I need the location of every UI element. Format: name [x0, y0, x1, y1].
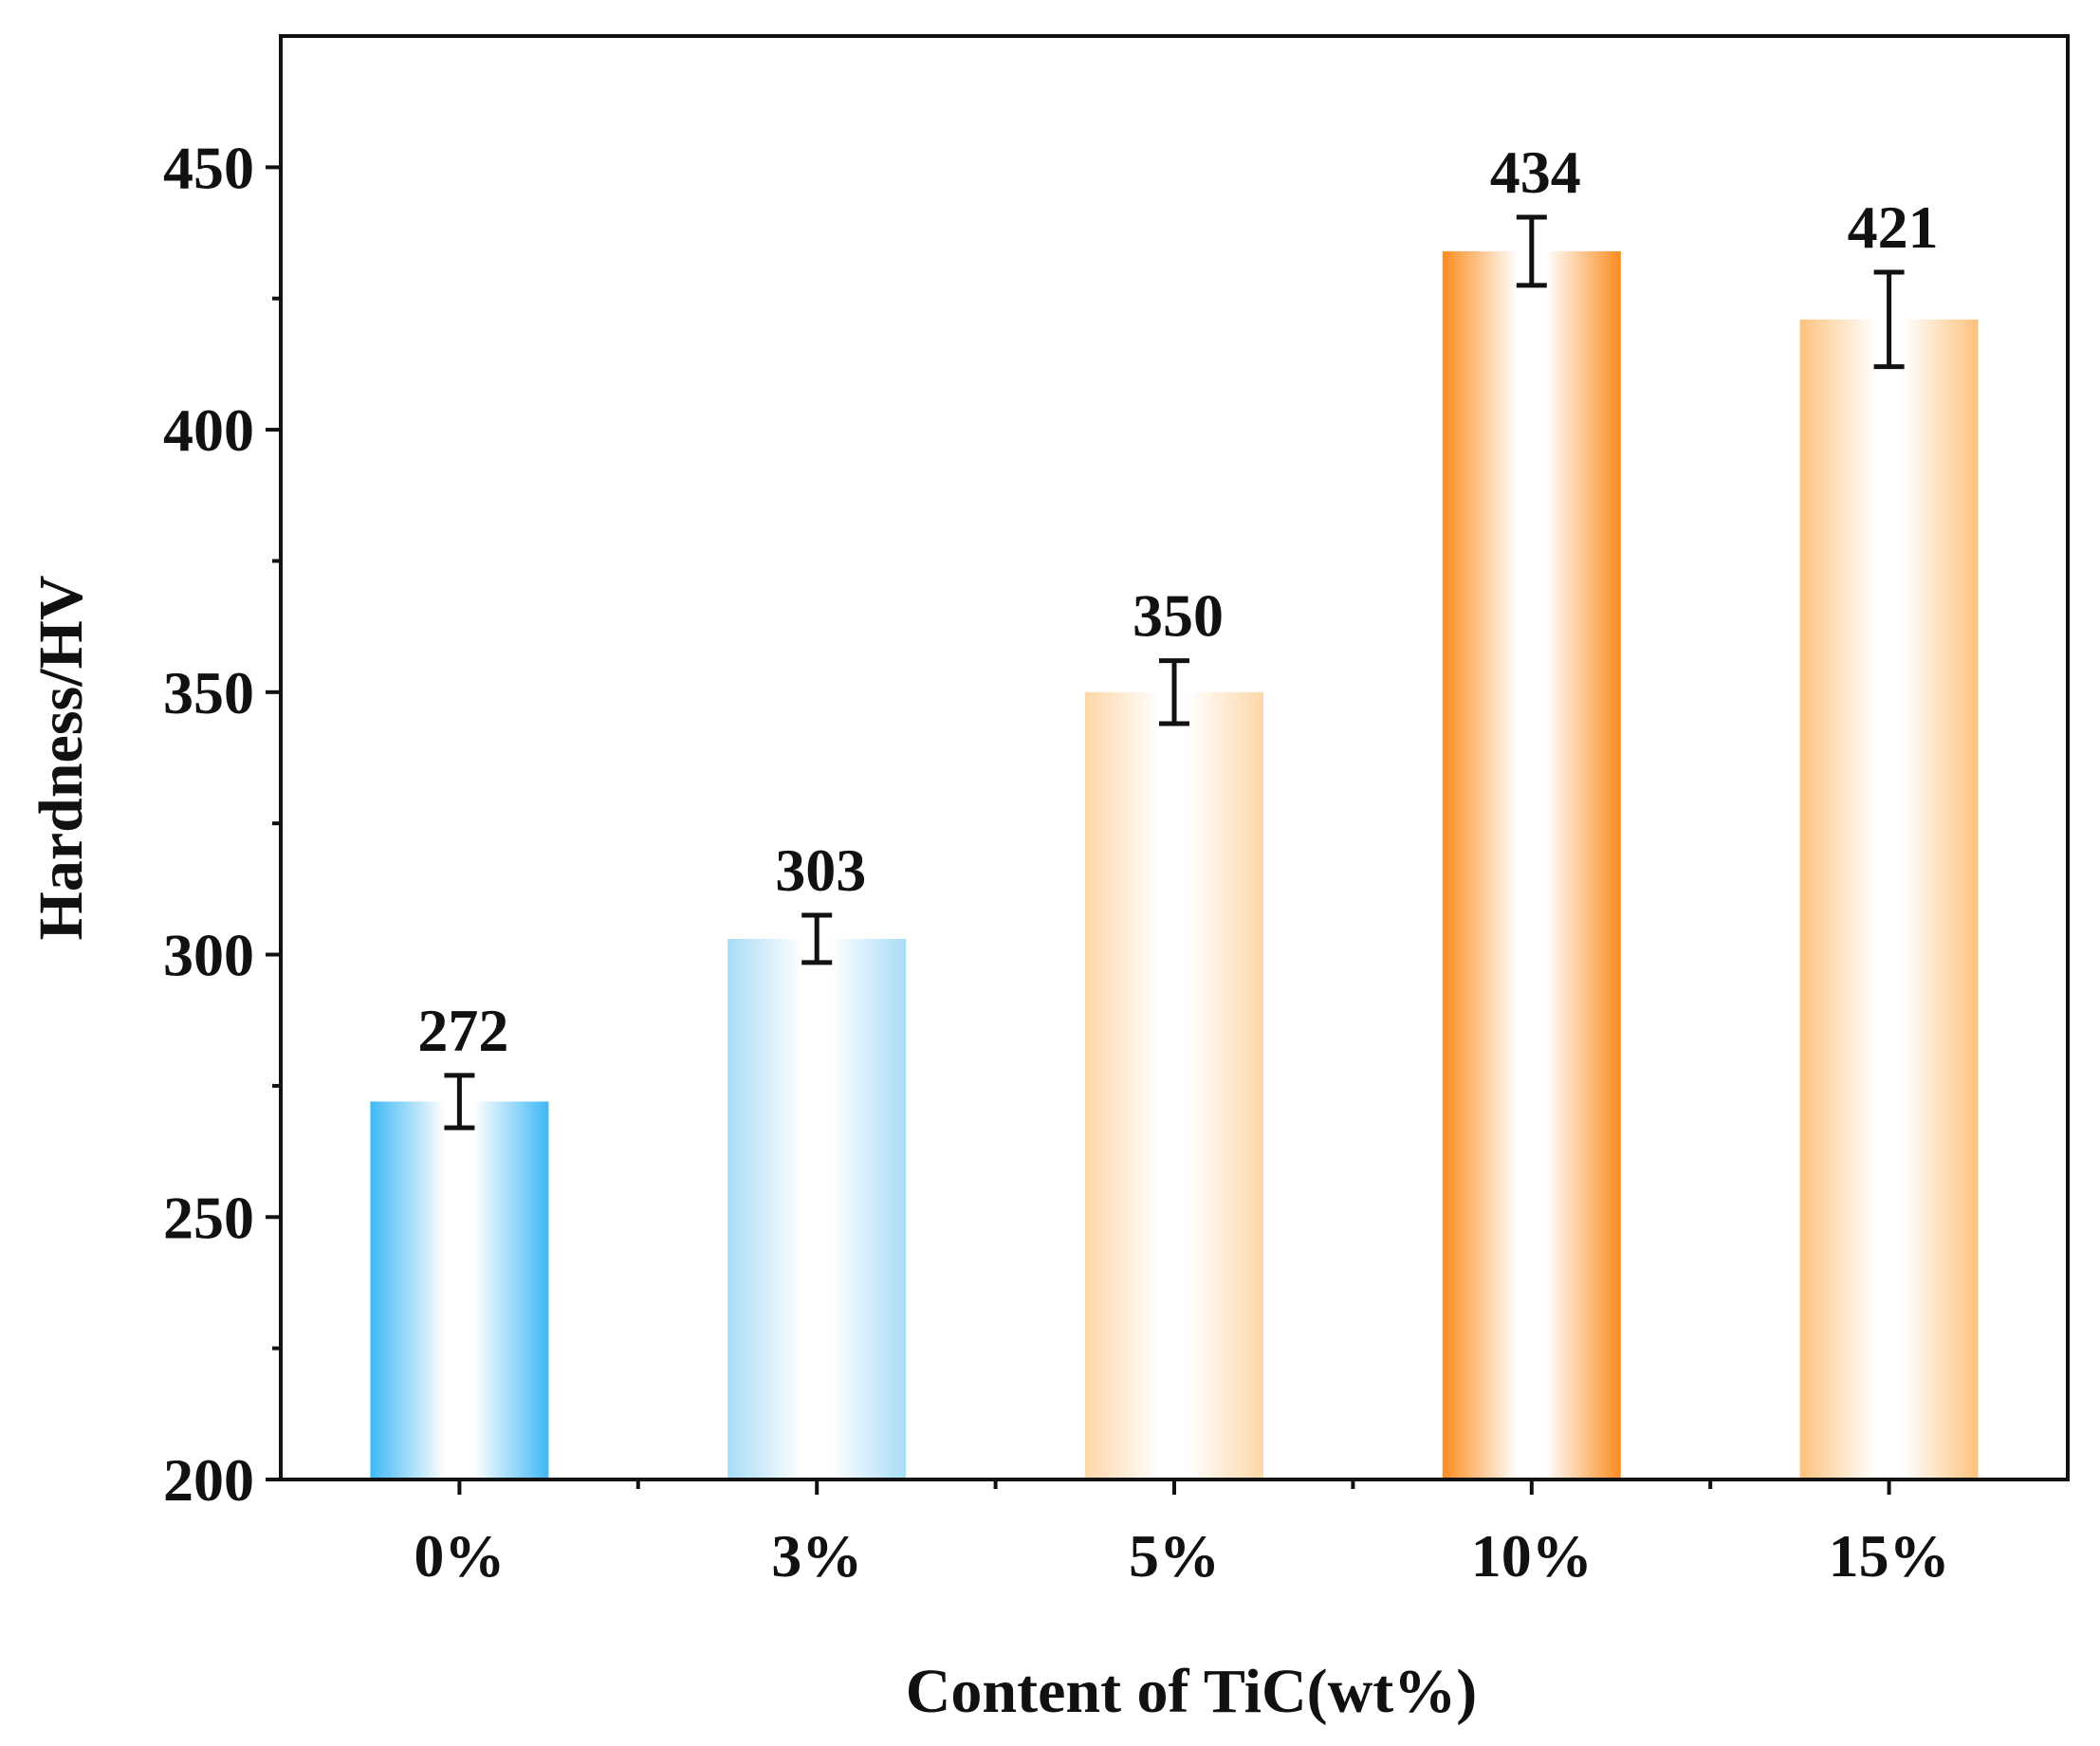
value-labels-group: 272 303 350 434 421 [417, 138, 1938, 1064]
error-bar-1 [801, 912, 833, 965]
x-tick-label-1: 3% [771, 1522, 862, 1590]
bar-value-label-3: 434 [1490, 138, 1581, 206]
x-axis-title: Content of TiC(wt%) [906, 1657, 1478, 1726]
bar-1 [728, 938, 907, 1480]
error-bar-2 [1159, 658, 1189, 726]
bar-2 [1085, 691, 1263, 1480]
x-tick-label-4: 15% [1829, 1522, 1950, 1590]
y-tick-label-1: 250 [163, 1184, 254, 1251]
bar-value-label-1: 303 [775, 836, 866, 904]
bar-value-label-4: 421 [1848, 193, 1939, 261]
bars-group [370, 250, 1979, 1480]
y-axis-title: Hardness/HV [27, 575, 96, 940]
x-tick-label-3: 10% [1471, 1522, 1593, 1590]
error-bars-group [444, 214, 1905, 1130]
error-bar-0 [444, 1073, 475, 1130]
y-tick-label-0: 200 [163, 1446, 254, 1514]
x-tick-label-0: 0% [414, 1522, 505, 1590]
error-bar-3 [1516, 214, 1547, 288]
bar-value-label-2: 350 [1133, 582, 1224, 650]
bar-4 [1799, 319, 1979, 1480]
bar-value-label-0: 272 [417, 997, 508, 1064]
y-tick-label-5: 450 [163, 134, 254, 201]
bar-0 [370, 1101, 549, 1480]
y-axis-ticks: 200 250 300 350 400 450 [163, 134, 281, 1514]
bar-3 [1442, 250, 1621, 1480]
error-bar-4 [1873, 269, 1905, 370]
y-tick-label-3: 350 [163, 659, 254, 726]
y-tick-label-2: 300 [163, 922, 254, 989]
y-tick-label-4: 400 [163, 396, 254, 464]
x-tick-label-2: 5% [1129, 1522, 1220, 1590]
x-axis-ticks: 0% 3% 5% 10% 15% [414, 1480, 1950, 1590]
